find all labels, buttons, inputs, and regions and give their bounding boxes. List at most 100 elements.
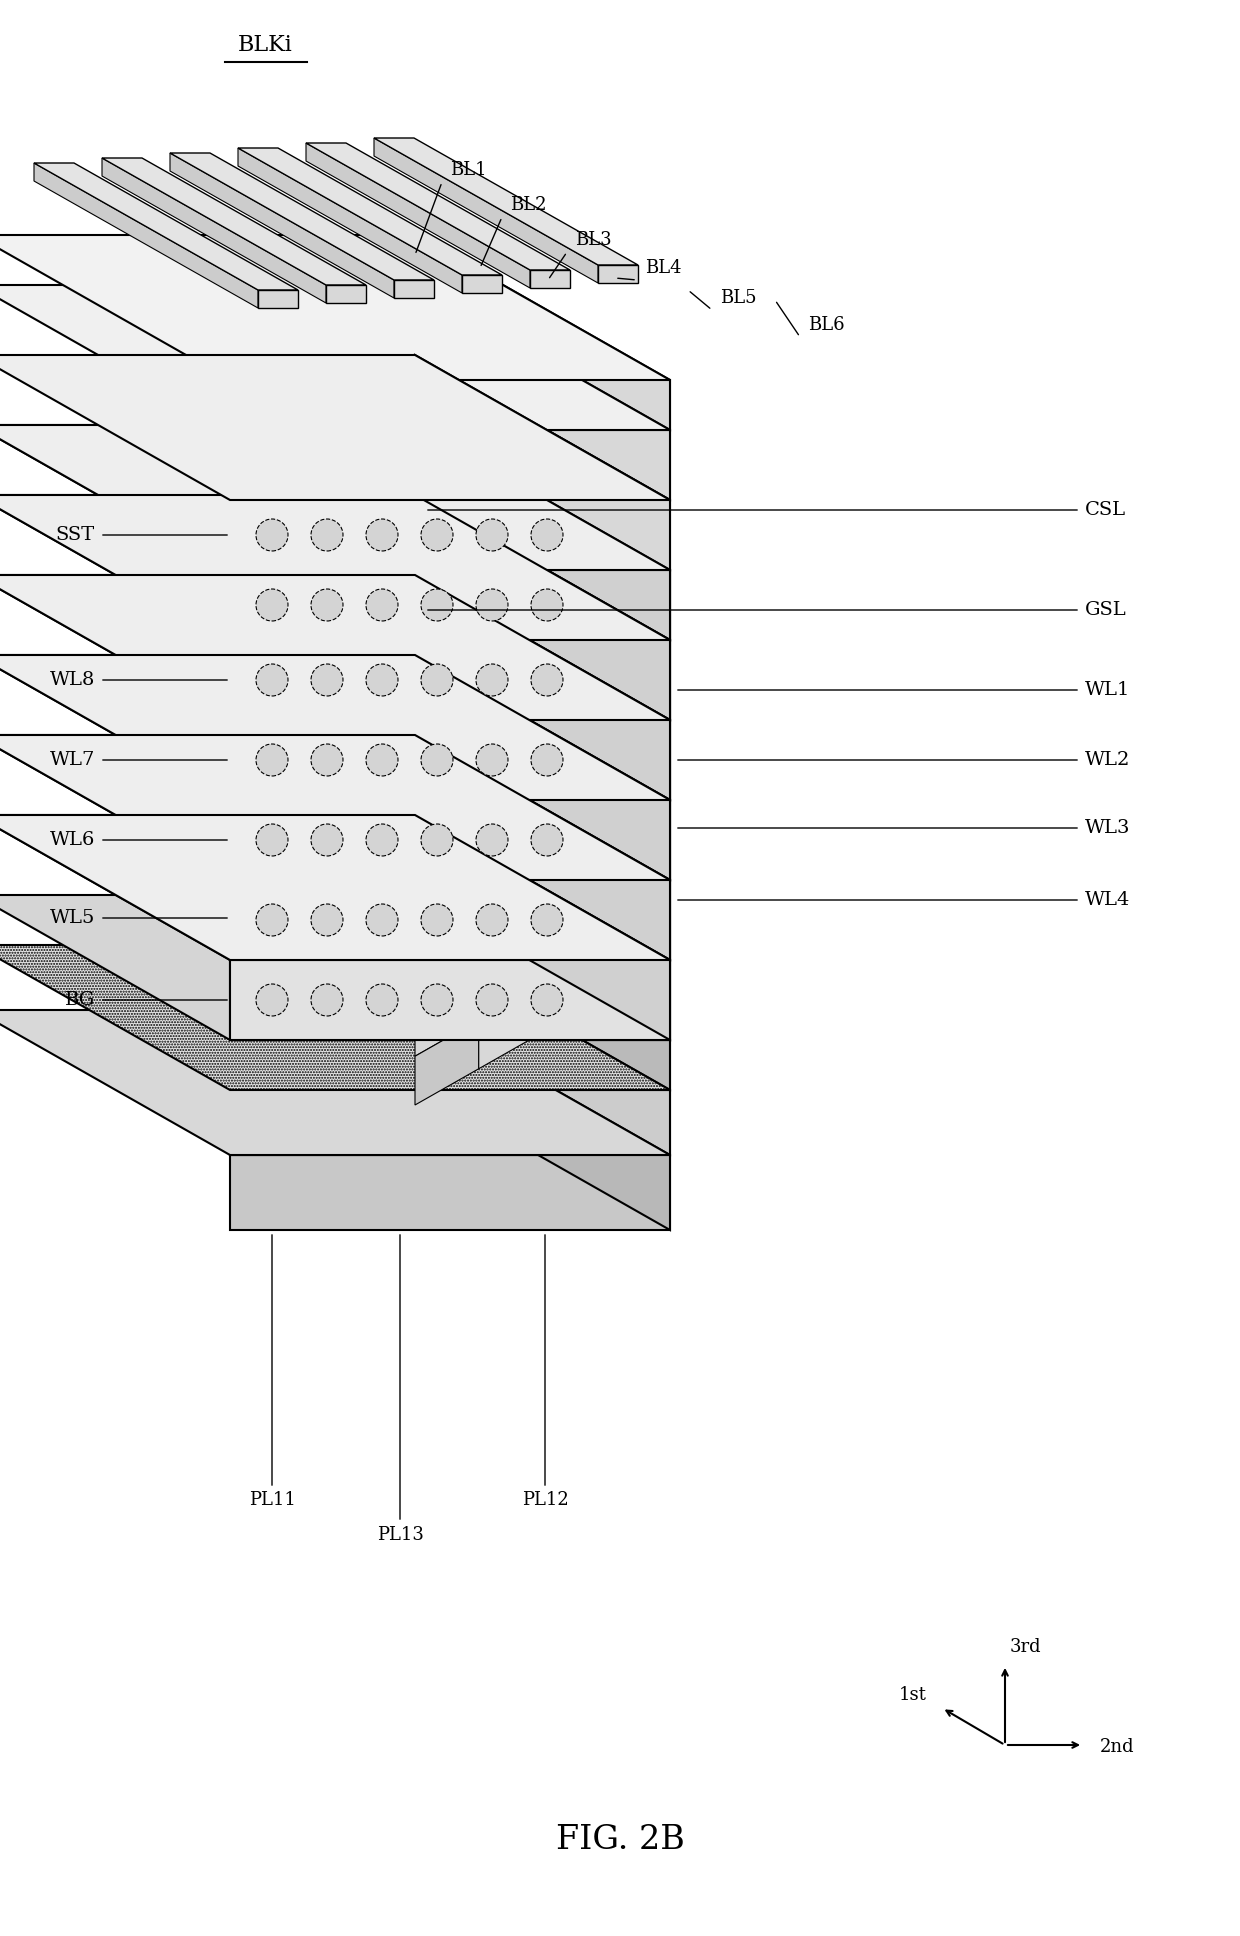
Circle shape xyxy=(366,983,398,1016)
Polygon shape xyxy=(229,720,670,800)
Text: 3rd: 3rd xyxy=(1009,1638,1040,1655)
Text: SST: SST xyxy=(56,527,95,544)
Polygon shape xyxy=(0,736,670,881)
Polygon shape xyxy=(0,496,670,641)
Circle shape xyxy=(366,664,398,697)
Polygon shape xyxy=(0,1011,670,1156)
Circle shape xyxy=(422,519,453,552)
Text: WL4: WL4 xyxy=(1085,891,1131,910)
Polygon shape xyxy=(229,1090,670,1156)
Polygon shape xyxy=(0,736,670,881)
Polygon shape xyxy=(0,815,670,960)
Polygon shape xyxy=(479,838,543,922)
Polygon shape xyxy=(415,234,670,430)
Polygon shape xyxy=(463,275,502,292)
Polygon shape xyxy=(415,736,670,960)
Polygon shape xyxy=(229,430,670,499)
Polygon shape xyxy=(306,143,570,269)
Polygon shape xyxy=(229,800,670,881)
Polygon shape xyxy=(415,654,670,881)
Polygon shape xyxy=(415,496,670,720)
Circle shape xyxy=(476,589,508,621)
Circle shape xyxy=(255,519,288,552)
Text: BL2: BL2 xyxy=(510,196,547,215)
Polygon shape xyxy=(415,945,670,1156)
Circle shape xyxy=(531,589,563,621)
Polygon shape xyxy=(374,137,598,283)
Polygon shape xyxy=(415,680,479,763)
Circle shape xyxy=(476,519,508,552)
Text: BL6: BL6 xyxy=(808,316,844,335)
Polygon shape xyxy=(479,983,543,1069)
Circle shape xyxy=(476,904,508,935)
Polygon shape xyxy=(415,815,670,1040)
Polygon shape xyxy=(415,894,670,1090)
Polygon shape xyxy=(229,960,670,1040)
Polygon shape xyxy=(415,1011,670,1229)
Polygon shape xyxy=(258,290,298,308)
Polygon shape xyxy=(415,728,479,813)
Circle shape xyxy=(258,451,286,480)
Polygon shape xyxy=(0,285,670,430)
Circle shape xyxy=(476,664,508,697)
Text: WL1: WL1 xyxy=(1085,681,1131,699)
Polygon shape xyxy=(415,575,670,800)
Circle shape xyxy=(311,519,343,552)
Polygon shape xyxy=(479,788,543,873)
Polygon shape xyxy=(415,972,479,1057)
Text: PL11: PL11 xyxy=(248,1491,295,1508)
Polygon shape xyxy=(326,285,366,304)
Polygon shape xyxy=(606,912,670,997)
Polygon shape xyxy=(543,947,606,1032)
Circle shape xyxy=(366,825,398,856)
Text: FIG. 2B: FIG. 2B xyxy=(556,1824,684,1857)
Polygon shape xyxy=(479,691,543,776)
Circle shape xyxy=(311,825,343,856)
Polygon shape xyxy=(415,922,479,1007)
Circle shape xyxy=(366,743,398,776)
Ellipse shape xyxy=(370,989,410,1011)
Polygon shape xyxy=(0,575,670,720)
Text: WL8: WL8 xyxy=(50,672,95,689)
Polygon shape xyxy=(238,147,463,292)
Polygon shape xyxy=(415,815,670,1040)
Circle shape xyxy=(366,904,398,935)
Text: WL2: WL2 xyxy=(1085,751,1131,769)
Polygon shape xyxy=(229,1156,670,1229)
Polygon shape xyxy=(543,850,606,935)
Circle shape xyxy=(255,743,288,776)
Polygon shape xyxy=(415,426,670,641)
Circle shape xyxy=(531,825,563,856)
Ellipse shape xyxy=(579,989,621,1011)
Polygon shape xyxy=(229,960,670,1040)
Text: WL5: WL5 xyxy=(50,910,95,927)
Circle shape xyxy=(255,983,288,1016)
Polygon shape xyxy=(102,159,326,304)
Polygon shape xyxy=(606,716,670,802)
Polygon shape xyxy=(479,643,543,728)
Ellipse shape xyxy=(264,989,306,1011)
Polygon shape xyxy=(229,720,670,800)
Polygon shape xyxy=(229,641,670,720)
Circle shape xyxy=(311,664,343,697)
Polygon shape xyxy=(229,881,670,960)
Text: BG: BG xyxy=(64,991,95,1009)
Polygon shape xyxy=(102,159,366,285)
Polygon shape xyxy=(415,873,479,958)
Polygon shape xyxy=(229,881,670,960)
Polygon shape xyxy=(170,153,434,281)
Polygon shape xyxy=(229,800,670,881)
Polygon shape xyxy=(479,887,543,972)
Polygon shape xyxy=(229,379,670,430)
Circle shape xyxy=(422,983,453,1016)
Polygon shape xyxy=(606,863,670,947)
Text: PL13: PL13 xyxy=(377,1526,423,1545)
Text: 1st: 1st xyxy=(899,1686,928,1704)
Polygon shape xyxy=(606,668,670,753)
Circle shape xyxy=(531,743,563,776)
Text: CSL: CSL xyxy=(1085,501,1126,519)
Text: BL3: BL3 xyxy=(575,230,611,250)
Circle shape xyxy=(311,904,343,935)
Circle shape xyxy=(422,743,453,776)
Polygon shape xyxy=(415,426,670,641)
